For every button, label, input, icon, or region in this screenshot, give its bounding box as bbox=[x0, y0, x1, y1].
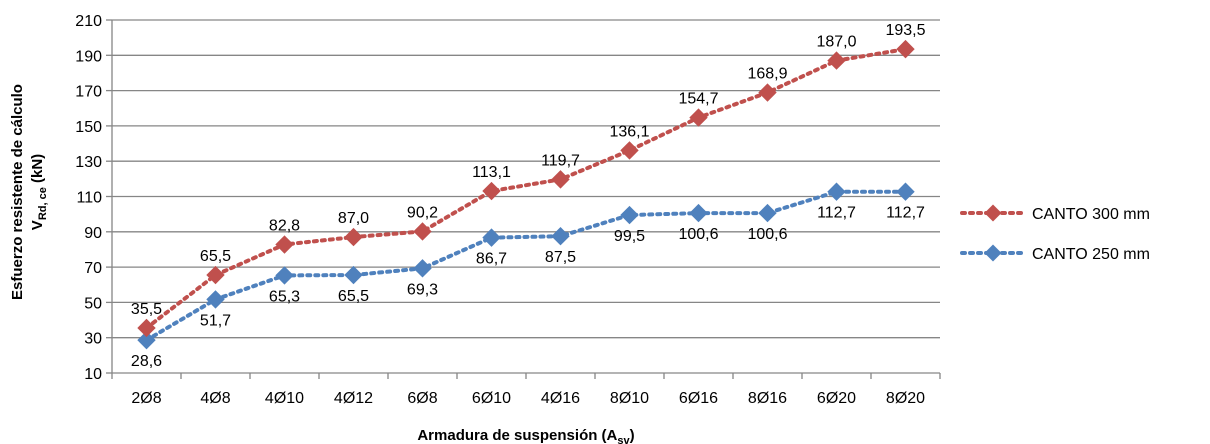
data-label: 82,8 bbox=[269, 218, 300, 235]
legend-label-canto-300: CANTO 300 mm bbox=[1032, 206, 1150, 223]
x-tick-label: 8Ø16 bbox=[748, 390, 787, 407]
data-point-marker bbox=[620, 141, 639, 160]
data-point-marker bbox=[758, 83, 777, 102]
x-tick-label: 4Ø8 bbox=[200, 390, 230, 407]
legend: CANTO 300 mm CANTO 250 mm bbox=[960, 204, 1150, 263]
series-line-0 bbox=[144, 47, 908, 330]
data-point-marker bbox=[689, 203, 708, 223]
data-label: 113,1 bbox=[472, 164, 511, 181]
y-tick-label: 30 bbox=[84, 331, 102, 348]
data-label: 87,5 bbox=[545, 249, 576, 266]
data-label: 136,1 bbox=[609, 123, 649, 140]
data-label: 65,5 bbox=[200, 248, 231, 265]
data-point-marker bbox=[620, 205, 639, 225]
gridlines bbox=[112, 19, 940, 339]
y-tick-label: 150 bbox=[75, 119, 102, 136]
data-point-marker bbox=[482, 228, 501, 247]
data-point-marker bbox=[206, 265, 225, 285]
data-label: 35,5 bbox=[131, 301, 162, 318]
y-tick-label: 130 bbox=[75, 154, 102, 171]
series-line-1 bbox=[144, 189, 908, 343]
y-tick-label: 70 bbox=[84, 260, 102, 277]
data-label: 154,7 bbox=[678, 91, 718, 108]
x-tick-label: 8Ø20 bbox=[886, 390, 925, 407]
data-label: 28,6 bbox=[131, 353, 162, 370]
x-axis-title: Armadura de suspensión (Asv) bbox=[417, 427, 634, 444]
data-label: 99,5 bbox=[614, 228, 645, 245]
x-tick-label: 6Ø20 bbox=[817, 390, 856, 407]
legend-item-canto-250: CANTO 250 mm bbox=[960, 244, 1150, 263]
x-tick-labels: 2Ø8 4Ø8 4Ø10 4Ø12 6Ø8 6Ø10 4Ø16 8Ø10 6Ø16 8Ø16 6Ø2… bbox=[131, 390, 925, 407]
data-label: 65,3 bbox=[269, 288, 300, 305]
data-label: 90,2 bbox=[407, 204, 438, 221]
data-point-marker bbox=[827, 182, 846, 201]
data-label: 100,6 bbox=[747, 226, 787, 243]
x-tick-label: 6Ø10 bbox=[472, 390, 511, 407]
data-label: 100,6 bbox=[678, 226, 718, 243]
x-tick-label: 4Ø16 bbox=[541, 390, 580, 407]
data-point-marker bbox=[413, 222, 432, 241]
data-point-marker bbox=[275, 235, 294, 254]
data-label: 112,7 bbox=[817, 205, 856, 222]
y-tick-label: 10 bbox=[84, 366, 102, 383]
data-point-marker bbox=[758, 203, 777, 223]
data-labels-group: 28,6 51,7 65,3 65,5 69,3 86,7 87,5 99,5 100,6 100… bbox=[131, 22, 926, 370]
data-point-marker bbox=[344, 265, 363, 285]
data-point-marker bbox=[551, 170, 570, 189]
data-label: 193,5 bbox=[885, 22, 925, 39]
legend-label-canto-250: CANTO 250 mm bbox=[1032, 246, 1150, 263]
data-point-marker bbox=[137, 330, 156, 350]
x-tick-label: 4Ø12 bbox=[334, 390, 373, 407]
data-point-marker bbox=[896, 39, 915, 59]
data-point-marker bbox=[206, 290, 225, 309]
y-tick-label: 110 bbox=[76, 190, 102, 207]
data-label: 187,0 bbox=[816, 34, 856, 51]
x-tick-label: 8Ø10 bbox=[610, 390, 649, 407]
data-point-marker bbox=[827, 51, 846, 70]
x-tick-label: 4Ø10 bbox=[265, 390, 304, 407]
y-tick-label: 170 bbox=[75, 84, 102, 101]
legend-marker-canto-300 bbox=[984, 204, 1002, 222]
y-tick-label: 210 bbox=[75, 13, 102, 30]
data-point-marker bbox=[344, 227, 363, 247]
data-point-marker bbox=[689, 108, 708, 127]
data-label: 168,9 bbox=[747, 66, 787, 83]
y-tick-labels: 10 30 50 70 90 110 130 150 170 190 210 bbox=[75, 13, 102, 383]
data-point-marker bbox=[413, 259, 432, 278]
series-group bbox=[137, 39, 915, 350]
axes bbox=[106, 19, 941, 379]
x-tick-label: 2Ø8 bbox=[131, 390, 161, 407]
legend-item-canto-300: CANTO 300 mm bbox=[960, 204, 1150, 223]
y-tick-label: 190 bbox=[75, 48, 102, 65]
data-point-marker bbox=[275, 266, 294, 285]
legend-marker-canto-250 bbox=[984, 244, 1002, 262]
data-label: 119,7 bbox=[541, 152, 580, 169]
y-tick-label: 50 bbox=[84, 295, 102, 312]
y-tick-label: 90 bbox=[84, 225, 102, 242]
data-label: 87,0 bbox=[338, 210, 369, 227]
x-tick-label: 6Ø16 bbox=[679, 390, 718, 407]
y-axis-title-line1: Esfuerzo resistente de cálculo bbox=[9, 84, 26, 300]
data-label: 51,7 bbox=[200, 312, 231, 329]
data-label: 65,5 bbox=[338, 288, 369, 305]
data-point-marker bbox=[896, 182, 915, 201]
data-point-marker bbox=[482, 181, 501, 201]
data-label: 69,3 bbox=[407, 281, 438, 298]
data-point-marker bbox=[137, 318, 156, 338]
data-label: 86,7 bbox=[476, 251, 507, 268]
data-label: 112,7 bbox=[886, 205, 925, 222]
x-tick-label: 6Ø8 bbox=[407, 390, 437, 407]
y-axis-title-line2: VRd, ce (kN) bbox=[29, 154, 49, 230]
data-point-marker bbox=[551, 227, 570, 246]
